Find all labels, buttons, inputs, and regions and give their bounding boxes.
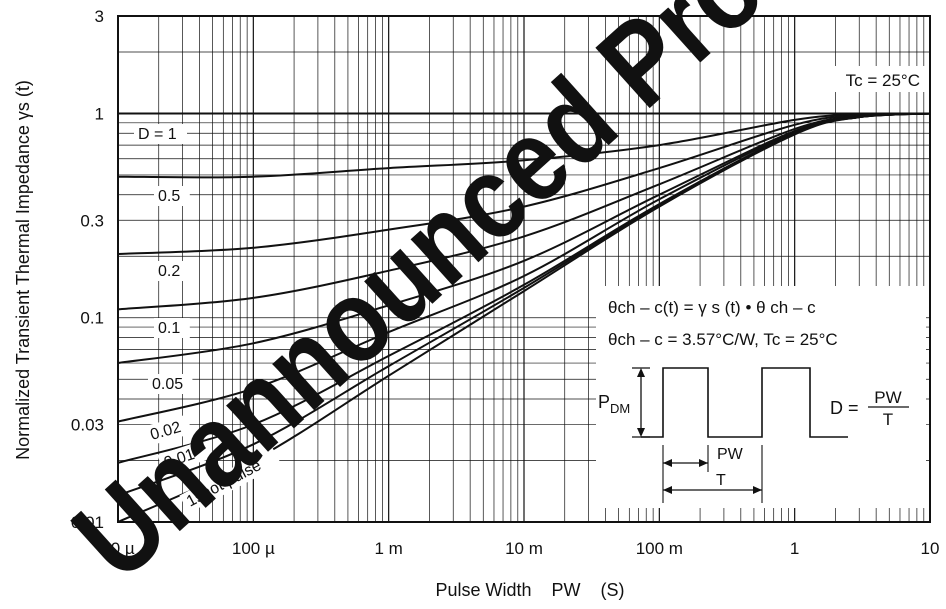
y-tick-label: 0.3: [80, 211, 104, 230]
t-dimension-label: T: [716, 472, 726, 489]
inset-background: [596, 286, 926, 508]
y-tick-label: 0.01: [71, 513, 104, 532]
pdm-main-text: P: [598, 392, 610, 412]
series-line: [117, 112, 931, 255]
tick-labels: 10 µ 100 µ 1 m 10 m 100 m 1 10 0.01 0.03 0.1 0.3 1 3: [71, 7, 940, 558]
pw-arrow-left: [663, 459, 672, 467]
formula-line-2: θch – c = 3.57°C/W, Tc = 25°C: [608, 330, 838, 349]
series-line: [117, 112, 931, 311]
curve-label-bg: [154, 318, 190, 338]
inset-panel: θch – c(t) = γ s (t) • θ ch – c θch – c …: [596, 286, 926, 508]
pdm-arrow-head-top: [637, 368, 645, 377]
x-tick-label: 10: [921, 539, 940, 558]
curve-label-group: D = 1: [134, 124, 187, 144]
series-line: [117, 112, 931, 179]
curve-label: D = 1: [138, 126, 177, 143]
x-tick-label: 100 m: [636, 539, 683, 558]
pdm-label: PDM: [598, 392, 630, 416]
pdm-subscript: DM: [610, 401, 630, 416]
curve-label-bg: [157, 441, 206, 474]
y-axis-title: Normalized Transient Thermal Impedance γ…: [13, 80, 33, 460]
curve-label: 0.2: [158, 263, 180, 280]
curve-label-bg: [148, 374, 193, 394]
curve-label: 0.05: [152, 376, 183, 393]
x-tick-label: 100 µ: [232, 539, 275, 558]
y-tick-label: 0.03: [71, 416, 104, 435]
x-tick-label: 10 m: [505, 539, 543, 558]
y-tick-label: 0.1: [80, 309, 104, 328]
pw-arrow-right: [699, 459, 708, 467]
x-tick-label: 10 µ: [101, 539, 135, 558]
pulse-train-waveform: [641, 367, 848, 438]
y-tick-label: 3: [95, 7, 104, 26]
curve-label: 0.1: [158, 320, 180, 337]
curve-label-bg: [154, 186, 190, 206]
plot-frame: [117, 15, 931, 523]
x-tick-label: 1: [790, 539, 799, 558]
duty-cycle-numerator: PW: [874, 388, 901, 407]
t-arrow-right: [753, 486, 762, 494]
duty-cycle-lhs: D =: [830, 398, 864, 418]
curve-label-group: 0.5: [154, 186, 190, 206]
duty-cycle-denominator: T: [883, 410, 893, 429]
formula-line-1: θch – c(t) = γ s (t) • θ ch – c: [608, 298, 816, 317]
curve-label-group: 0.1: [154, 318, 190, 338]
curve-label-bg: [144, 414, 193, 446]
tc-annotation: Tc = 25°C: [846, 71, 920, 90]
tc-label-bg: [823, 66, 925, 92]
curve-label-bg: [154, 261, 190, 281]
pdm-arrow-head-bottom: [637, 428, 645, 437]
curves: [117, 112, 931, 523]
pw-dimension-label: PW: [717, 446, 744, 463]
t-arrow-left: [663, 486, 672, 494]
curve-label-group: 0.2: [154, 261, 190, 281]
curve-label-bg: [179, 446, 282, 514]
y-tick-label: 1: [95, 104, 104, 123]
curve-label-group: 0.05: [148, 374, 193, 394]
curve-label-bg: [134, 124, 187, 144]
x-axis-title: Pulse Width PW (S): [435, 580, 624, 600]
curve-label: 0.5: [158, 188, 180, 205]
x-tick-label: 1 m: [374, 539, 402, 558]
